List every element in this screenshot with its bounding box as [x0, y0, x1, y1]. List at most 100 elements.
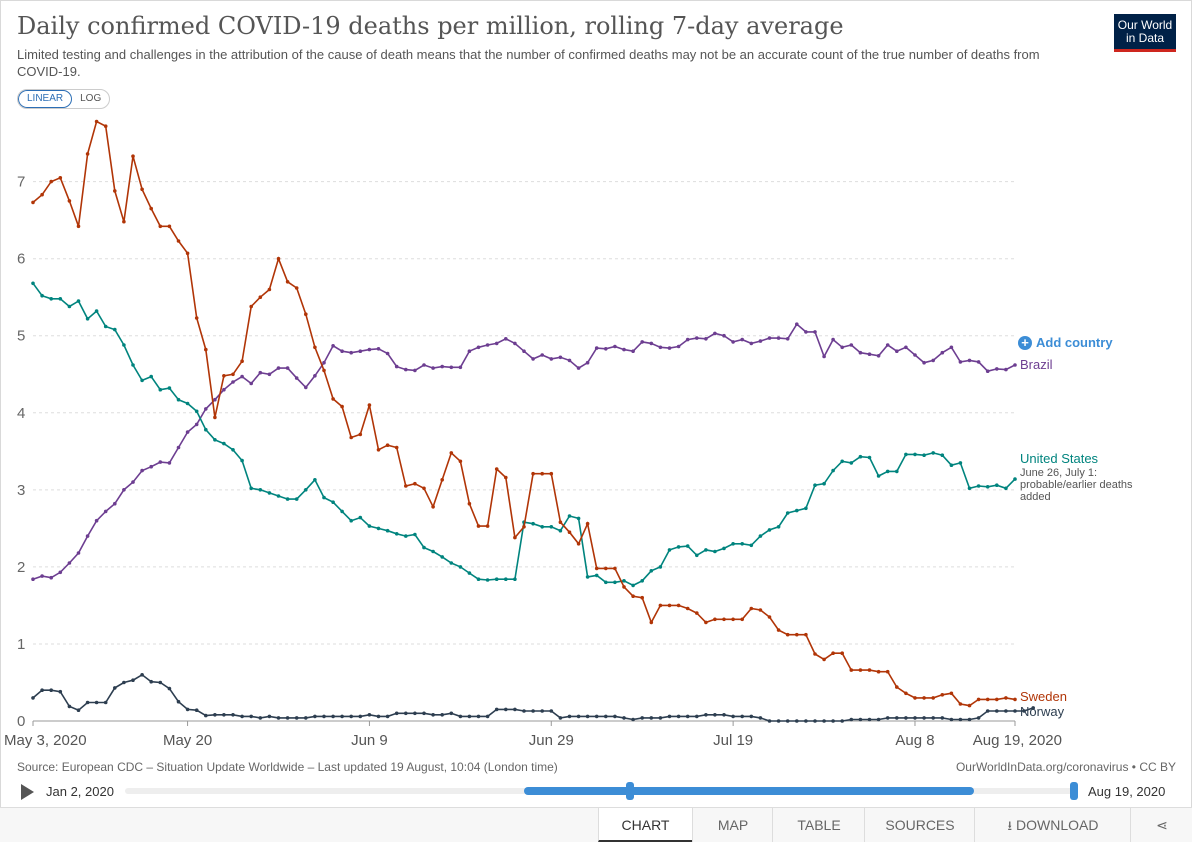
- data-point: [385, 528, 390, 533]
- data-point: [76, 551, 81, 555]
- data-point: [785, 511, 790, 515]
- data-point: [285, 280, 290, 284]
- data-point: [194, 316, 199, 320]
- data-point: [404, 484, 408, 488]
- data-point: [1013, 697, 1017, 702]
- series-united-states[interactable]: [31, 281, 1017, 588]
- log-scale-button[interactable]: LOG: [80, 93, 102, 104]
- data-point: [549, 709, 554, 713]
- data-point: [322, 495, 326, 500]
- data-point: [1004, 367, 1008, 372]
- owid-logo[interactable]: Our World in Data: [1114, 14, 1176, 52]
- data-point: [294, 286, 299, 290]
- tab-table[interactable]: TABLE: [772, 808, 865, 842]
- data-point: [767, 719, 772, 723]
- x-axis: May 3, 2020 May 20 Jun 9 Jun 29 Jul 19 Aug 8 A…: [4, 721, 1062, 749]
- series-label[interactable]: Brazil: [1020, 357, 1053, 372]
- data-point: [849, 717, 854, 722]
- data-point: [131, 154, 135, 158]
- data-point: [358, 714, 363, 719]
- data-point: [204, 407, 208, 411]
- series-norway[interactable]: [31, 673, 1035, 723]
- data-point: [885, 716, 890, 720]
- data-point: [376, 347, 381, 351]
- tab-download[interactable]: ⭳ DOWNLOAD: [974, 808, 1131, 842]
- data-point: [585, 360, 590, 365]
- data-point: [113, 501, 117, 506]
- x-tick-label: Aug 19, 2020: [973, 732, 1062, 749]
- data-point: [858, 717, 863, 722]
- series-label[interactable]: United States: [1020, 451, 1099, 466]
- data-point: [931, 716, 935, 720]
- share-button[interactable]: ⋖: [1130, 808, 1193, 842]
- data-point: [458, 459, 463, 464]
- data-point: [922, 453, 926, 458]
- data-point: [813, 330, 817, 334]
- chart-subtitle: Limited testing and challenges in the at…: [17, 47, 1040, 79]
- series-sweden[interactable]: [31, 119, 1017, 708]
- data-point: [831, 468, 835, 473]
- data-point: [749, 341, 754, 346]
- data-point: [267, 714, 272, 719]
- tab-chart[interactable]: CHART: [598, 808, 692, 842]
- data-point: [1013, 709, 1017, 713]
- data-point: [458, 565, 463, 569]
- data-point: [176, 239, 181, 243]
- data-point: [876, 354, 881, 358]
- series-brazil[interactable]: [31, 322, 1017, 581]
- play-icon[interactable]: [21, 784, 34, 800]
- data-point: [494, 467, 499, 471]
- data-point: [822, 719, 826, 723]
- data-point: [413, 481, 417, 486]
- data-point: [985, 697, 990, 702]
- data-point: [658, 345, 663, 350]
- add-country-button[interactable]: + Add country: [1018, 335, 1113, 350]
- series-label[interactable]: Sweden: [1020, 689, 1067, 704]
- data-point: [449, 365, 454, 370]
- data-point: [531, 709, 535, 713]
- x-tick-label: May 3, 2020: [4, 732, 87, 749]
- timeline-start-handle[interactable]: [626, 782, 634, 800]
- tab-sources[interactable]: SOURCES: [864, 808, 975, 842]
- data-point: [158, 224, 163, 229]
- y-tick-label: 3: [17, 482, 25, 499]
- data-point: [349, 435, 354, 440]
- data-point: [94, 119, 99, 124]
- data-point: [94, 700, 99, 705]
- series-line: [32, 322, 1016, 580]
- data-point: [667, 603, 672, 608]
- data-point: [85, 700, 90, 705]
- series-label[interactable]: Norway: [1020, 704, 1065, 719]
- data-point: [394, 364, 399, 369]
- us-annotation: June 26, July 1: probable/earlier deaths a…: [1020, 467, 1133, 503]
- linear-scale-button[interactable]: LINEAR: [18, 90, 73, 108]
- data-point: [813, 719, 817, 723]
- data-point: [667, 714, 672, 719]
- data-point: [276, 716, 281, 720]
- credit-link[interactable]: OurWorldInData.org/coronavirus • CC BY: [955, 760, 1176, 774]
- data-point: [776, 336, 781, 340]
- data-point: [649, 341, 654, 346]
- scale-toggle: LINEAR LOG: [17, 89, 111, 109]
- data-point: [985, 369, 990, 374]
- data-point: [167, 386, 172, 390]
- data-point: [349, 518, 354, 523]
- annotation-line: June 26, July 1:: [1020, 467, 1097, 479]
- timeline-end-handle[interactable]: [1070, 782, 1078, 800]
- data-point: [640, 340, 644, 344]
- data-point: [976, 697, 981, 702]
- data-point: [640, 716, 644, 720]
- data-point: [940, 350, 945, 355]
- data-point: [1022, 709, 1026, 713]
- tab-bar: CHART MAP TABLE SOURCES ⭳ DOWNLOAD ⋖: [0, 807, 1192, 842]
- data-point: [304, 716, 308, 720]
- data-point: [176, 397, 181, 402]
- data-point: [31, 696, 35, 700]
- data-point: [103, 509, 108, 514]
- data-point: [431, 505, 435, 509]
- data-point: [113, 686, 117, 690]
- data-point: [540, 525, 544, 529]
- tab-map[interactable]: MAP: [692, 808, 773, 842]
- data-point: [513, 341, 517, 346]
- data-point: [304, 488, 308, 492]
